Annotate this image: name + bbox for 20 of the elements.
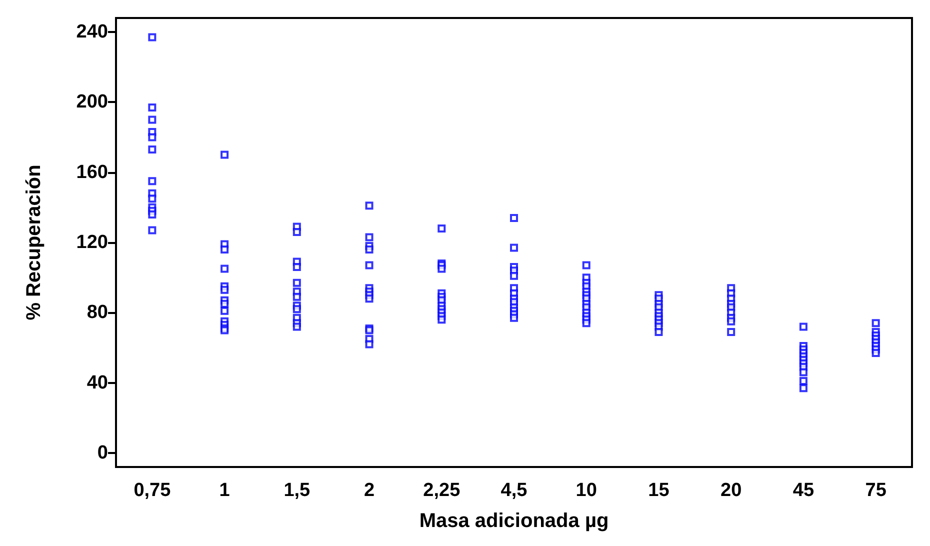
x-tick-label: 75 — [865, 480, 887, 501]
y-tick-label: 80 — [86, 302, 108, 324]
x-tick-label: 4,5 — [500, 480, 528, 501]
x-tick-label: 2,25 — [423, 480, 461, 501]
x-tick-label: 45 — [792, 480, 814, 501]
y-tick-label: 40 — [86, 372, 108, 394]
x-tick-label: 10 — [576, 480, 597, 501]
x-tick-label: 15 — [648, 480, 670, 501]
x-tick-label: 0,75 — [134, 480, 172, 501]
y-tick-label: 240 — [76, 22, 108, 43]
y-axis-title: % Recuperación — [23, 164, 45, 320]
y-tick-label: 160 — [76, 162, 108, 183]
x-axis-title: Masa adicionada µg — [419, 510, 609, 532]
y-tick-label: 200 — [76, 92, 108, 113]
y-tick-label: 0 — [97, 442, 108, 464]
x-tick-label: 1 — [219, 480, 230, 501]
x-tick-label: 1,5 — [284, 480, 311, 501]
y-tick-label: 120 — [76, 232, 108, 253]
x-tick-label: 20 — [720, 480, 742, 501]
x-tick-label: 2 — [364, 480, 375, 501]
